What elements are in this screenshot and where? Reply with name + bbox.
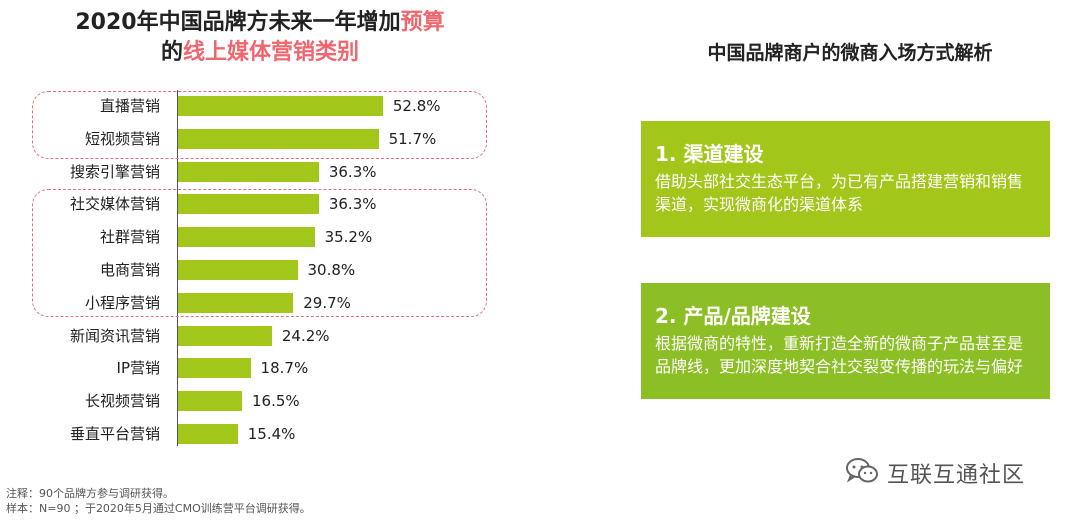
bar-value-label: 51.7%: [388, 129, 437, 148]
right-panel-title: 中国品牌商户的微商入场方式解析: [707, 42, 993, 64]
category-label: 搜索引擎营销: [69, 162, 160, 181]
notes: 注释：90个品牌方参与调研获得。 样本：N=90 ；于2020年5月通过CMO训…: [6, 486, 311, 516]
bar: [178, 128, 379, 149]
bar: [178, 292, 294, 313]
note-line-1: 注释：90个品牌方参与调研获得。: [6, 487, 174, 500]
category-label: IP营销: [116, 359, 160, 378]
category-label: 新闻资讯营销: [69, 326, 160, 345]
category-label: 小程序营销: [84, 293, 160, 312]
chart-title-part-1: 2020年中国品牌方未来一年增加: [75, 10, 401, 35]
highlight-group-box-middle: [32, 189, 487, 317]
wechat-icon: [845, 457, 879, 489]
card-channel-building: 1. 渠道建设 借助头部社交生态平台，为已有产品搭建营销和销售渠道，实现微商化的…: [641, 121, 1050, 237]
category-label: 直播营销: [99, 97, 160, 115]
chart-title-part-2: 的: [160, 40, 183, 65]
category-label: 电商营销: [99, 261, 160, 279]
chart-title-highlight-2: 线上媒体营销类别: [183, 40, 360, 65]
bar-value-label: 16.5%: [252, 392, 300, 411]
category-label: 垂直平台营销: [69, 425, 160, 443]
bar: [178, 391, 243, 412]
category-label: 社交媒体营销: [69, 195, 160, 214]
card-body: 根据微商的特性，重新打造全新的微商子产品甚至是品牌线，更加深度地契合社交裂变传播…: [655, 334, 1024, 376]
note-line-2: 样本：N=90 ；于2020年5月通过CMO训练营平台调研获得。: [6, 502, 311, 515]
bar: [178, 325, 272, 346]
watermark-text: 互联互通社区: [887, 463, 1026, 488]
watermark: 互联互通社区: [845, 458, 1025, 488]
bar-value-label: 18.7%: [260, 359, 309, 378]
bar: [178, 161, 319, 182]
bar-chart: 直播营销 52.8% 短视频营销 51.7% 搜索引擎营销 36.3% 社交媒体营销 36.3…: [0, 0, 520, 460]
bar: [178, 96, 383, 116]
bar-value-label: 36.3%: [328, 195, 377, 214]
chart-title: 2020年中国品牌方未来一年增加预算 的线上媒体营销类别: [40, 8, 480, 68]
card-body: 借助头部社交生态平台，为已有产品搭建营销和销售渠道，实现微商化的渠道体系: [655, 172, 1024, 214]
card-title: 2. 产品/品牌建设: [655, 304, 811, 328]
category-axis: [177, 90, 178, 446]
bar: [178, 194, 319, 215]
bar-value-label: 15.4%: [247, 425, 296, 443]
bar-value-label: 24.2%: [281, 326, 330, 345]
category-label: 社群营销: [99, 228, 160, 247]
bar-value-label: 35.2%: [324, 228, 373, 247]
bar: [178, 358, 251, 379]
bar-value-label: 29.7%: [303, 293, 351, 312]
bar: [178, 227, 315, 248]
category-label: 长视频营销: [84, 392, 160, 411]
chart-title-highlight-1: 预算: [400, 10, 445, 35]
card-title: 1. 渠道建设: [655, 142, 764, 166]
bar-value-label: 52.8%: [392, 97, 441, 115]
bar: [178, 424, 238, 444]
card-product-brand-building: 2. 产品/品牌建设 根据微商的特性，重新打造全新的微商子产品甚至是品牌线，更加…: [641, 283, 1050, 399]
bar-value-label: 30.8%: [307, 261, 356, 279]
category-label: 短视频营销: [84, 129, 160, 148]
bar: [178, 260, 298, 280]
highlight-group-box-top: [32, 91, 487, 159]
bar-value-label: 36.3%: [328, 162, 377, 181]
